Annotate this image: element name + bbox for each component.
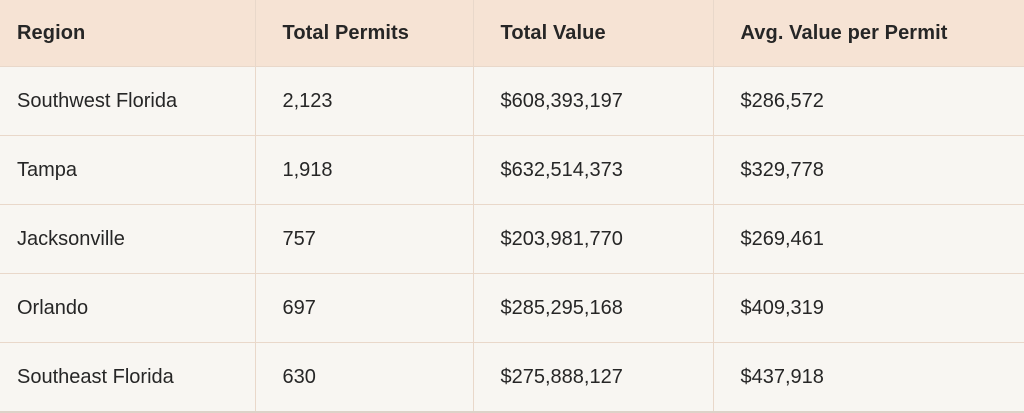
cell-avg-value: $437,918 [712,342,1024,411]
column-header-total-value: Total Value [472,0,713,67]
column-header-total-permits: Total Permits [254,0,473,67]
column-header-avg-value-per-permit: Avg. Value per Permit [712,0,1024,67]
cell-total-permits: 757 [254,204,473,274]
cell-region: Southwest Florida [0,66,255,136]
cell-total-value: $203,981,770 [472,204,713,274]
table-row: Southwest Florida 2,123 $608,393,197 $28… [0,66,1024,136]
table-header: Region Total Permits Total Value Avg. Va… [0,0,1024,67]
cell-avg-value: $286,572 [712,66,1024,136]
cell-avg-value: $269,461 [712,204,1024,274]
cell-total-value: $608,393,197 [472,66,713,136]
header-row: Region Total Permits Total Value Avg. Va… [0,0,1024,67]
table-row: Orlando 697 $285,295,168 $409,319 [0,273,1024,343]
cell-total-permits: 2,123 [254,66,473,136]
cell-total-permits: 697 [254,273,473,343]
cell-total-permits: 630 [254,342,473,411]
table-body: Southwest Florida 2,123 $608,393,197 $28… [0,66,1024,411]
cell-avg-value: $409,319 [712,273,1024,343]
cell-total-value: $275,888,127 [472,342,713,411]
cell-region: Orlando [0,273,255,343]
table-row: Tampa 1,918 $632,514,373 $329,778 [0,135,1024,205]
table-row: Jacksonville 757 $203,981,770 $269,461 [0,204,1024,274]
table-row: Southeast Florida 630 $275,888,127 $437,… [0,342,1024,411]
cell-total-permits: 1,918 [254,135,473,205]
cell-region: Jacksonville [0,204,255,274]
cell-region: Tampa [0,135,255,205]
cell-avg-value: $329,778 [712,135,1024,205]
cell-total-value: $285,295,168 [472,273,713,343]
cell-region: Southeast Florida [0,342,255,411]
column-header-region: Region [0,0,255,67]
cell-total-value: $632,514,373 [472,135,713,205]
